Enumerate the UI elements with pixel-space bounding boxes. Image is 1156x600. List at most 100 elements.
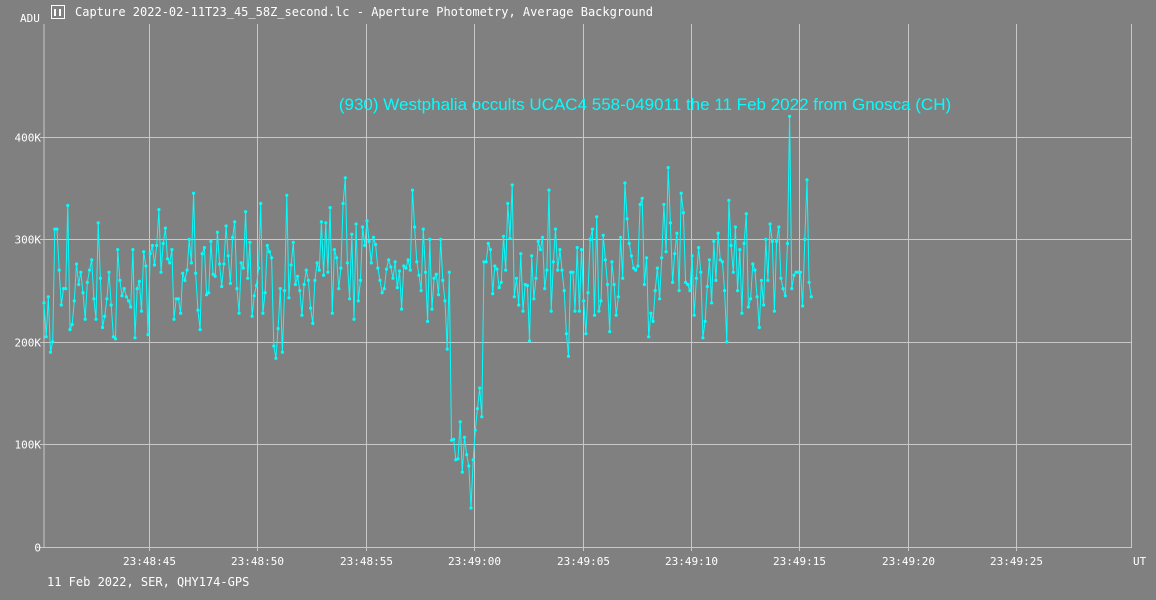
data-point xyxy=(92,297,96,301)
data-point xyxy=(549,309,553,313)
data-point xyxy=(209,239,213,243)
data-point xyxy=(187,237,191,241)
data-point xyxy=(415,260,419,264)
data-point xyxy=(744,212,748,216)
data-point xyxy=(179,311,183,315)
data-point xyxy=(766,278,770,282)
data-point xyxy=(404,266,408,270)
data-point xyxy=(610,260,614,264)
data-point xyxy=(762,303,766,307)
data-point xyxy=(291,240,295,244)
data-point xyxy=(319,220,323,224)
data-point xyxy=(397,269,402,273)
data-point xyxy=(276,327,280,331)
data-point xyxy=(61,287,66,291)
data-point xyxy=(365,219,369,223)
data-point xyxy=(723,289,727,293)
axes xyxy=(43,24,1132,548)
data-point xyxy=(90,258,94,262)
data-point xyxy=(692,313,696,317)
data-point xyxy=(426,319,430,323)
x-tick-label: 23:48:55 xyxy=(340,555,393,568)
data-point xyxy=(137,279,141,283)
data-point xyxy=(246,276,250,280)
data-point xyxy=(601,233,605,237)
series-line xyxy=(43,116,812,509)
x-tick-label: 23:49:10 xyxy=(665,555,718,568)
data-point xyxy=(638,202,642,207)
data-point xyxy=(434,272,438,276)
data-point xyxy=(571,270,575,274)
x-tick-label: 23:48:45 xyxy=(123,555,176,568)
window-app-icon[interactable] xyxy=(51,5,65,19)
data-point xyxy=(300,313,304,317)
data-point xyxy=(387,258,391,262)
data-point xyxy=(46,295,50,299)
data-point xyxy=(599,299,603,303)
y-axis-label: ADU xyxy=(20,12,40,25)
data-point xyxy=(629,254,634,258)
data-point xyxy=(543,287,547,291)
data-point xyxy=(363,243,367,248)
data-point xyxy=(79,270,83,274)
data-point xyxy=(603,258,608,262)
data-point xyxy=(68,328,72,332)
data-point xyxy=(274,356,278,360)
data-point xyxy=(417,273,421,277)
data-point xyxy=(231,235,235,239)
data-point xyxy=(330,311,334,315)
data-point xyxy=(679,191,683,195)
data-point xyxy=(655,266,660,270)
data-point xyxy=(343,176,347,180)
data-point xyxy=(768,222,772,226)
y-tick-label: 400K xyxy=(15,132,42,145)
x-tick-labels: 23:48:45 23:48:50 23:48:55 23:49:00 23:49:05… xyxy=(123,547,1043,568)
data-point xyxy=(109,303,113,307)
data-point xyxy=(590,227,595,231)
data-point xyxy=(566,354,571,358)
data-point xyxy=(272,344,276,348)
data-point xyxy=(658,297,662,301)
data-point xyxy=(374,242,378,247)
data-point xyxy=(649,311,653,315)
data-point xyxy=(469,506,473,510)
data-point xyxy=(770,239,774,243)
data-point xyxy=(393,260,397,264)
data-point xyxy=(514,276,519,280)
data-point xyxy=(757,325,761,330)
data-point xyxy=(159,270,163,274)
data-point xyxy=(202,246,206,250)
data-point xyxy=(573,309,577,313)
data-point xyxy=(662,202,666,207)
data-point xyxy=(235,287,239,291)
data-point xyxy=(172,317,176,321)
data-point xyxy=(488,248,493,252)
data-point xyxy=(283,289,287,293)
data-point xyxy=(194,271,198,275)
footer-info: 11 Feb 2022, SER, QHY174-GPS xyxy=(47,575,250,589)
data-point xyxy=(77,282,81,287)
data-point xyxy=(215,230,219,234)
data-point xyxy=(129,305,133,309)
data-point xyxy=(263,291,267,295)
data-point xyxy=(636,264,640,268)
data-point xyxy=(410,188,415,192)
data-point xyxy=(200,252,204,256)
data-point xyxy=(441,278,445,282)
data-point xyxy=(619,235,623,239)
data-point xyxy=(289,263,293,267)
data-point xyxy=(107,270,111,274)
x-tick-label: 23:49:25 xyxy=(990,555,1043,568)
data-point xyxy=(497,286,501,290)
data-point xyxy=(124,295,128,299)
data-point xyxy=(118,278,122,282)
data-point xyxy=(257,266,261,270)
data-point xyxy=(686,282,690,287)
data-point xyxy=(44,335,48,339)
data-point xyxy=(467,464,471,468)
data-point xyxy=(382,287,386,291)
data-point xyxy=(168,261,172,265)
data-point xyxy=(72,299,76,303)
data-point xyxy=(627,241,631,246)
data-point xyxy=(532,297,536,301)
